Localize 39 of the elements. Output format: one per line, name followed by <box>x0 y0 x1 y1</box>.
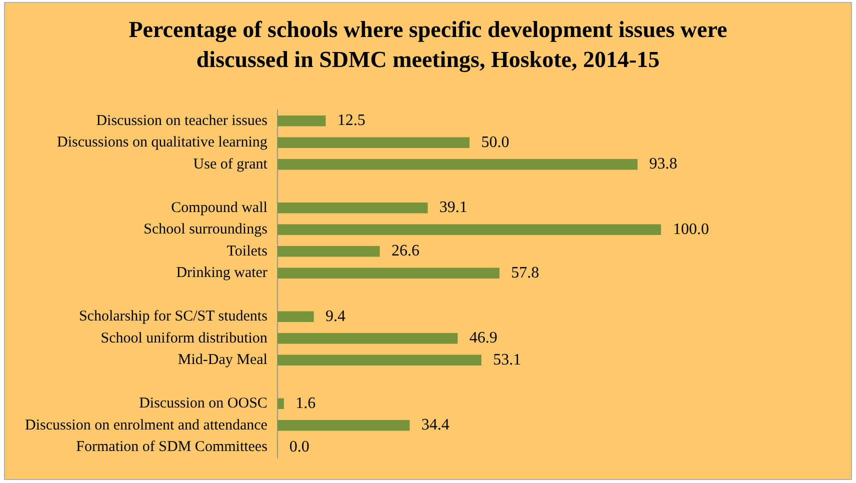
y-tick-label: Discussion on OOSC <box>139 396 268 412</box>
y-tick-label: School surroundings <box>144 222 268 238</box>
y-tick-label: Formation of SDM Committees <box>76 439 268 456</box>
data-label: 34.4 <box>421 416 450 434</box>
y-tick-label: Scholarship for SC/ST students <box>78 308 268 325</box>
bar <box>277 268 500 278</box>
bar <box>277 224 661 235</box>
data-label: 46.9 <box>469 330 498 347</box>
y-tick-label: Drinking water <box>176 265 268 282</box>
data-label: 39.1 <box>439 199 468 216</box>
bar <box>277 159 638 170</box>
bar <box>277 202 428 214</box>
data-label: 93.8 <box>649 156 678 173</box>
y-tick-label: Discussion on teacher issues <box>96 112 268 129</box>
data-label: 9.4 <box>325 308 346 325</box>
data-label: 26.6 <box>391 242 420 260</box>
bar <box>277 246 380 257</box>
data-label: 53.1 <box>493 351 522 368</box>
bar <box>277 398 284 409</box>
y-tick-label: Mid-Day Meal <box>178 352 268 368</box>
bar <box>277 311 314 322</box>
bar <box>277 354 482 366</box>
y-tick-label: Use of grant <box>193 156 268 172</box>
y-tick-label: Discussions on qualitative learning <box>57 134 268 151</box>
y-tick-label: Toilets <box>226 243 268 260</box>
bar <box>277 116 326 126</box>
bar <box>277 420 410 431</box>
data-label: 100.0 <box>673 220 709 238</box>
bar <box>277 333 458 344</box>
data-label: 12.5 <box>337 112 366 130</box>
bar <box>277 137 470 148</box>
chart-title: Percentage of schools where specific development issues were discussed in SDMC meetings, Hoskote, 2014-15 <box>128 16 728 74</box>
data-label: 57.8 <box>511 264 540 282</box>
data-label: 0.0 <box>289 438 310 456</box>
y-tick-label: School uniform distribution <box>100 330 268 346</box>
y-tick-label: Discussion on enrolment and attendance <box>24 417 268 434</box>
data-label: 1.6 <box>296 394 316 412</box>
y-tick-label: Compound wall <box>171 200 268 216</box>
data-label: 50.0 <box>481 134 510 151</box>
